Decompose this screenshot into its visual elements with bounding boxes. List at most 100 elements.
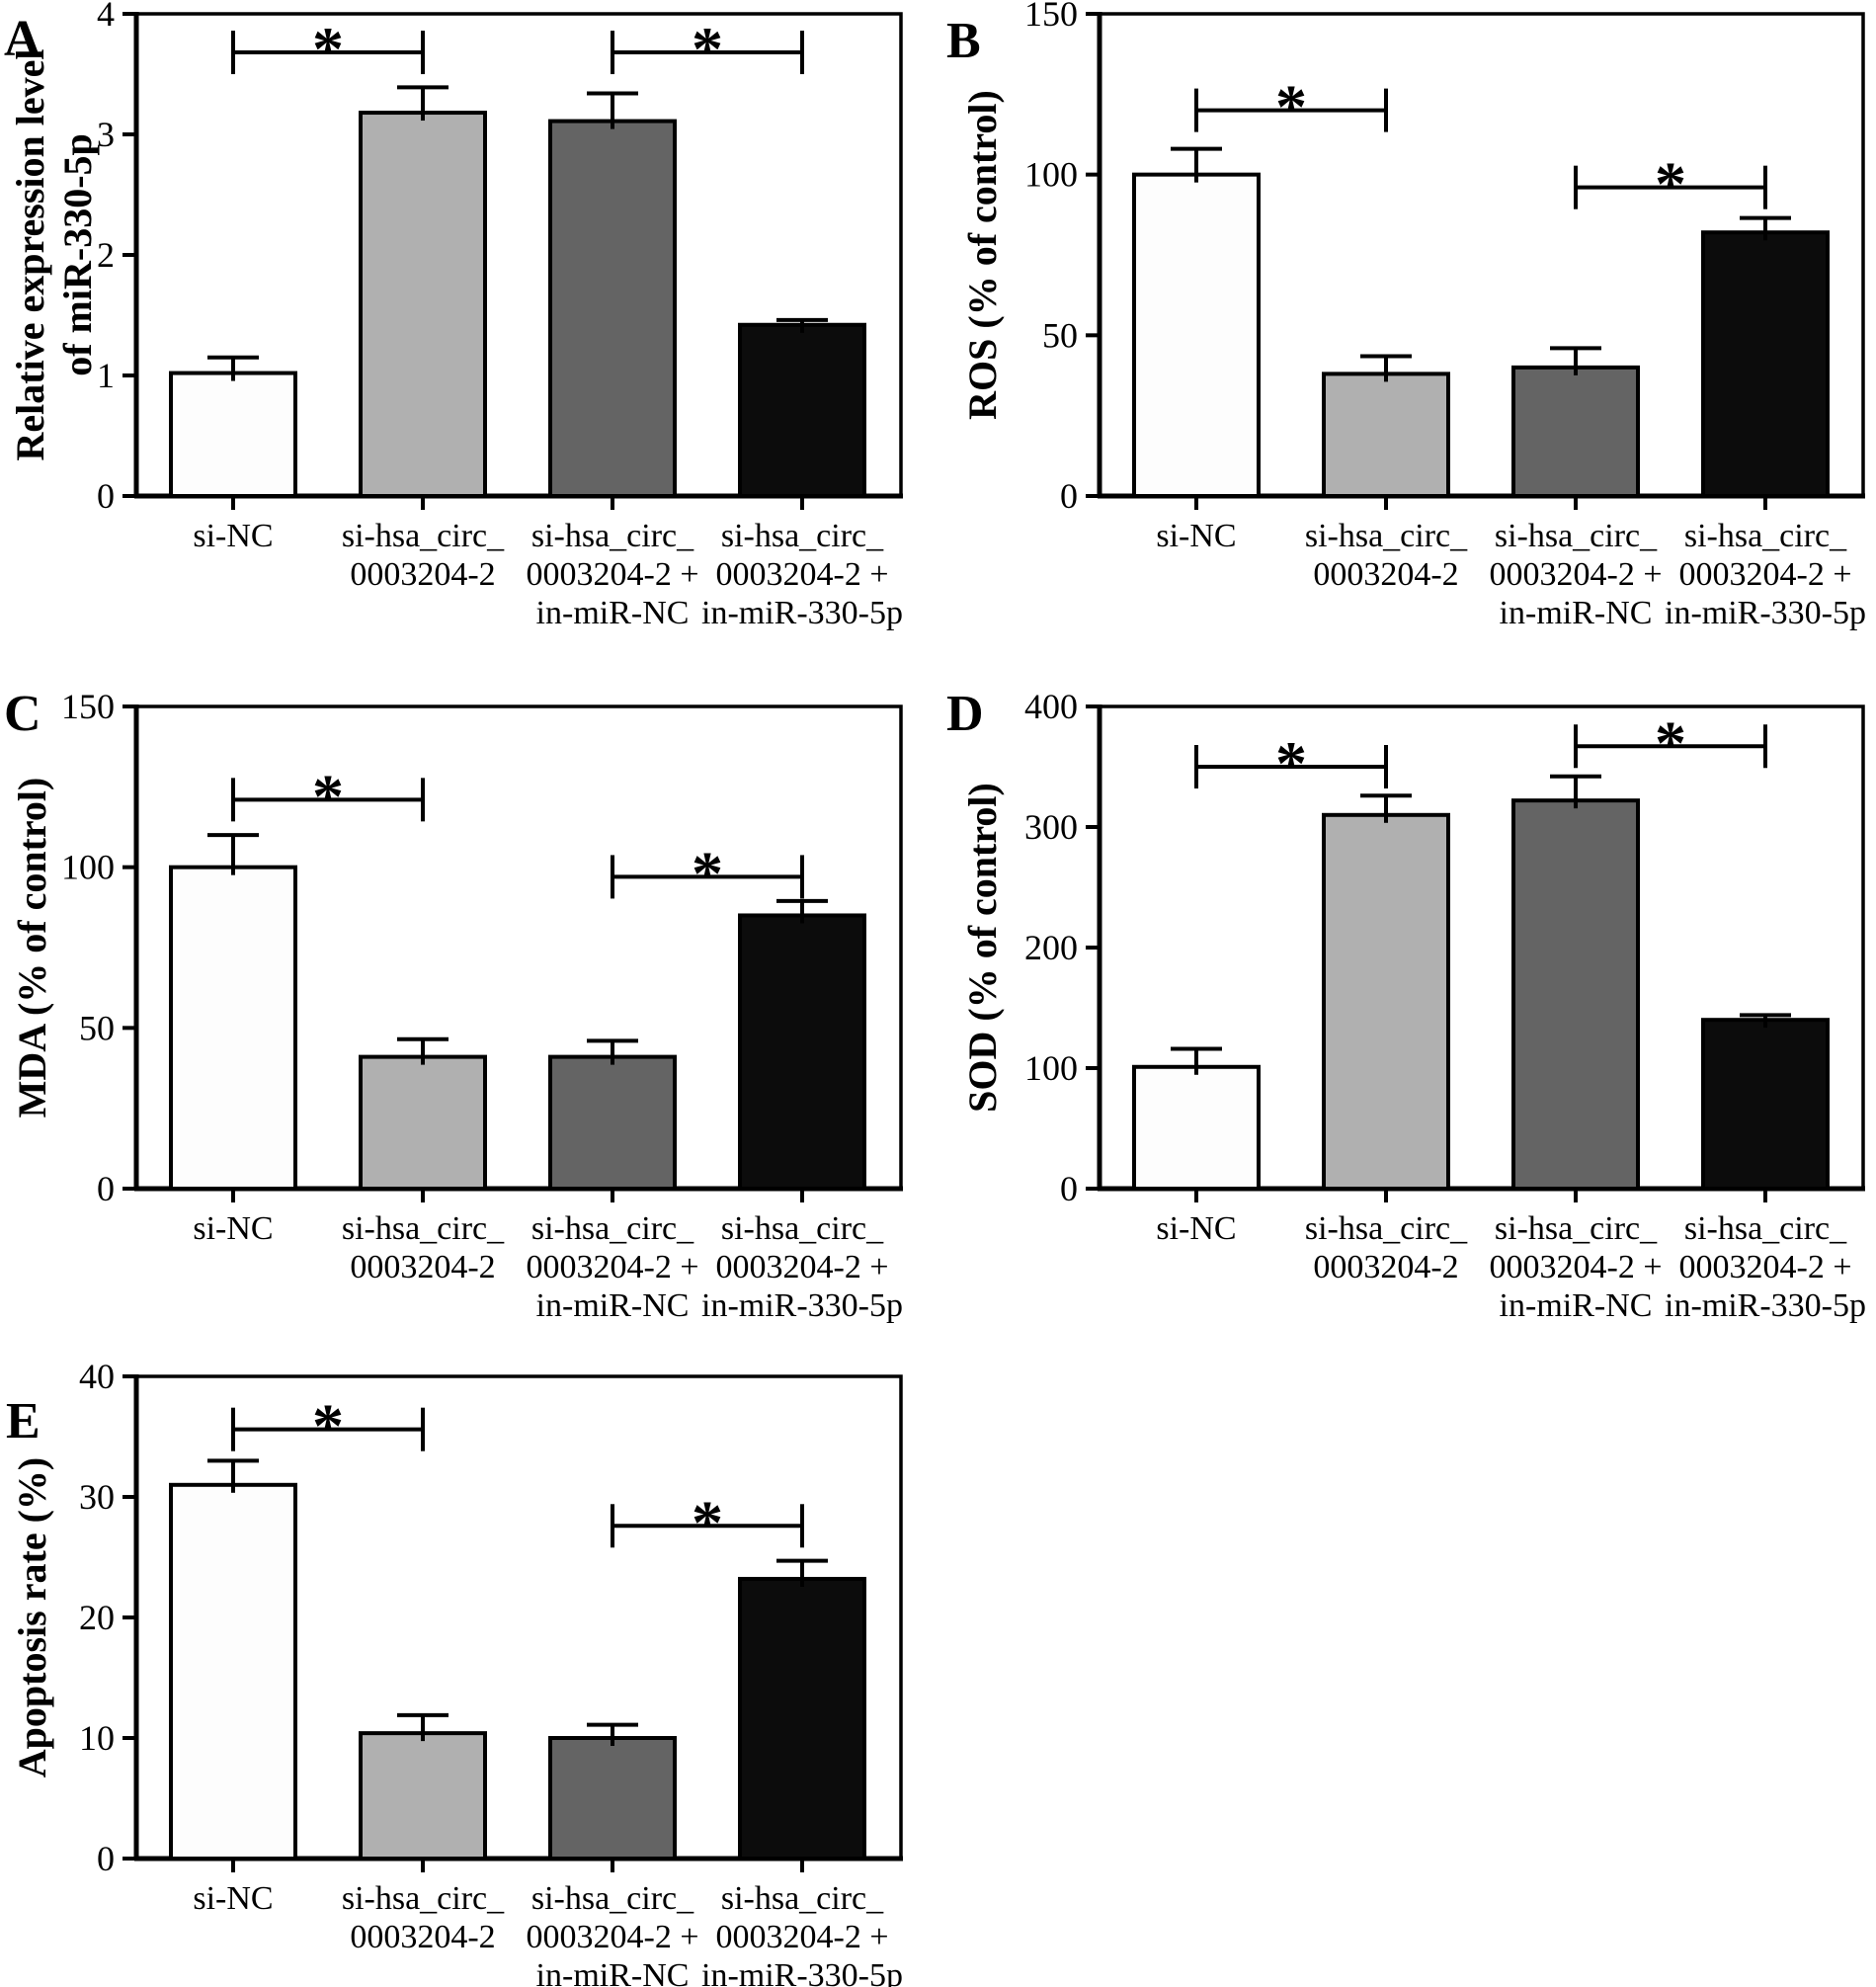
x-category-label: si-hsa_circ_ bbox=[1684, 1210, 1847, 1247]
bar-group-4 bbox=[738, 913, 866, 1191]
significance-asterisk: * bbox=[312, 1391, 344, 1461]
x-category-label: si-hsa_circ_ bbox=[531, 1210, 694, 1247]
bar-group-3 bbox=[548, 1736, 677, 1861]
y-tick-label: 4 bbox=[97, 0, 115, 34]
y-tick-label: 150 bbox=[61, 687, 115, 726]
x-category-label: in-miR-NC bbox=[1500, 1287, 1653, 1324]
y-axis-title: of miR-330-5p bbox=[55, 133, 100, 376]
y-tick-label: 20 bbox=[79, 1598, 115, 1637]
bar-group-1 bbox=[169, 865, 297, 1192]
panel-letter-A: A bbox=[4, 11, 41, 67]
x-category-label: 0003204-2 + bbox=[527, 1249, 699, 1285]
bar-group-1 bbox=[1132, 1064, 1261, 1191]
x-category-label: si-NC bbox=[193, 1210, 273, 1247]
significance-asterisk: * bbox=[692, 1487, 723, 1557]
panel-E: E 0 10 20 30 40 Apoptosis rate (%) si-NC si-hsa_… bbox=[6, 1357, 903, 1987]
x-category-label: in-miR-NC bbox=[536, 595, 690, 631]
x-category-label: in-miR-330-5p bbox=[701, 1957, 903, 1987]
y-tick-label: 10 bbox=[79, 1718, 115, 1758]
y-tick-label: 150 bbox=[1024, 0, 1078, 34]
x-category-label: 0003204-2 + bbox=[527, 1919, 699, 1955]
x-category-label: si-hsa_circ_ bbox=[1305, 1210, 1468, 1247]
x-category-label: 0003204-2 bbox=[350, 1249, 495, 1285]
x-category-label: in-miR-NC bbox=[1500, 595, 1653, 631]
x-category-label: si-hsa_circ_ bbox=[342, 1210, 505, 1247]
y-axis-title: ROS (% of control) bbox=[960, 90, 1005, 420]
x-category-label: si-hsa_circ_ bbox=[342, 1880, 505, 1917]
x-category-label: si-hsa_circ_ bbox=[1305, 518, 1468, 554]
y-tick-label: 3 bbox=[97, 115, 115, 154]
bar-group-2 bbox=[359, 111, 487, 498]
x-category-label: si-hsa_circ_ bbox=[1495, 1210, 1658, 1247]
y-tick-label: 100 bbox=[1024, 155, 1078, 195]
x-category-label: in-miR-330-5p bbox=[701, 1287, 903, 1324]
y-tick-label: 0 bbox=[97, 1169, 115, 1208]
x-category-label: 0003204-2 + bbox=[527, 556, 699, 593]
bar-group-4 bbox=[1701, 230, 1830, 499]
bar-group-2 bbox=[1322, 812, 1450, 1192]
bar-group-2 bbox=[359, 1054, 487, 1192]
bar-group-3 bbox=[548, 119, 677, 499]
y-tick-label: 300 bbox=[1024, 807, 1078, 847]
x-category-label: si-hsa_circ_ bbox=[721, 1210, 884, 1247]
x-category-label: in-miR-NC bbox=[536, 1287, 690, 1324]
x-category-label: 0003204-2 + bbox=[716, 1919, 889, 1955]
y-tick-label: 100 bbox=[1024, 1048, 1078, 1088]
x-category-label: in-miR-NC bbox=[536, 1957, 690, 1987]
x-category-label: si-NC bbox=[1156, 1210, 1236, 1247]
bar-group-1 bbox=[169, 1482, 297, 1862]
significance-asterisk: * bbox=[1275, 728, 1307, 798]
x-category-label: si-NC bbox=[1156, 518, 1236, 554]
y-tick-label: 0 bbox=[97, 1839, 115, 1878]
x-category-label: 0003204-2 + bbox=[716, 1249, 889, 1285]
y-tick-label: 0 bbox=[1060, 476, 1078, 516]
y-tick-label: 200 bbox=[1024, 928, 1078, 967]
significance-asterisk: * bbox=[312, 761, 344, 831]
y-tick-label: 40 bbox=[79, 1357, 115, 1396]
panel-letter-E: E bbox=[6, 1393, 41, 1449]
bar-group-4 bbox=[738, 1576, 866, 1862]
x-category-label: si-NC bbox=[193, 1880, 273, 1917]
x-category-label: si-hsa_circ_ bbox=[342, 518, 505, 554]
bar-group-4 bbox=[1701, 1018, 1830, 1192]
x-category-label: in-miR-330-5p bbox=[1665, 1287, 1866, 1324]
x-category-label: 0003204-2 bbox=[350, 1919, 495, 1955]
x-category-label: 0003204-2 + bbox=[1490, 556, 1663, 593]
x-category-label: 0003204-2 + bbox=[1679, 1249, 1852, 1285]
x-category-label: si-hsa_circ_ bbox=[1495, 518, 1658, 554]
bar-group-2 bbox=[359, 1731, 487, 1861]
x-category-label: 0003204-2 + bbox=[1679, 556, 1852, 593]
bar-group-3 bbox=[1511, 365, 1640, 498]
x-category-label: 0003204-2 bbox=[350, 556, 495, 593]
y-axis-title: Apoptosis rate (%) bbox=[10, 1457, 54, 1778]
x-category-label: 0003204-2 + bbox=[1490, 1249, 1663, 1285]
x-category-label: 0003204-2 bbox=[1313, 1249, 1458, 1285]
bar-group-3 bbox=[1511, 798, 1640, 1191]
y-tick-label: 100 bbox=[61, 848, 115, 887]
y-tick-label: 50 bbox=[79, 1008, 115, 1047]
y-tick-label: 30 bbox=[79, 1477, 115, 1517]
panel-letter-B: B bbox=[946, 13, 981, 69]
y-axis-title: MDA (% of control) bbox=[10, 778, 54, 1118]
y-tick-label: 1 bbox=[97, 356, 115, 395]
y-axis-title: Relative expression level bbox=[8, 49, 52, 461]
significance-asterisk: * bbox=[692, 838, 723, 908]
significance-asterisk: * bbox=[1655, 149, 1686, 219]
bar-group-2 bbox=[1322, 372, 1450, 498]
x-category-label: si-hsa_circ_ bbox=[1684, 518, 1847, 554]
x-category-label: 0003204-2 bbox=[1313, 556, 1458, 593]
panel-letter-D: D bbox=[946, 686, 984, 742]
significance-asterisk: * bbox=[1655, 707, 1686, 778]
bar-group-4 bbox=[738, 322, 866, 499]
panel-A: A 0 1 2 3 4 Relative expression level of miR-33… bbox=[4, 0, 903, 631]
significance-asterisk: * bbox=[692, 14, 723, 84]
y-tick-label: 0 bbox=[1060, 1169, 1078, 1208]
x-category-label: si-NC bbox=[193, 518, 273, 554]
bar-group-1 bbox=[1132, 172, 1261, 499]
y-tick-label: 400 bbox=[1024, 687, 1078, 726]
x-category-label: si-hsa_circ_ bbox=[531, 518, 694, 554]
x-category-label: si-hsa_circ_ bbox=[721, 518, 884, 554]
significance-asterisk: * bbox=[1275, 72, 1307, 142]
